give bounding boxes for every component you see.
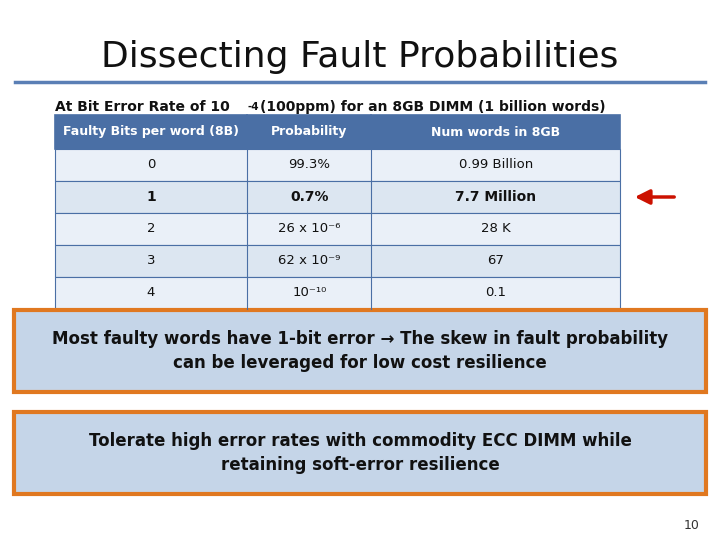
Text: 2: 2 [147, 222, 156, 235]
Text: 0.7%: 0.7% [290, 190, 328, 204]
Text: 67: 67 [487, 254, 504, 267]
Text: Faulty Bits per word (8B): Faulty Bits per word (8B) [63, 125, 239, 138]
Text: 0.99 Billion: 0.99 Billion [459, 159, 533, 172]
Text: 99.3%: 99.3% [288, 159, 330, 172]
Bar [55, 149, 620, 181]
Text: 62 x 10⁻⁹: 62 x 10⁻⁹ [278, 254, 341, 267]
Bar [14, 412, 706, 494]
Bar [55, 115, 620, 149]
Bar [55, 213, 620, 245]
Text: At Bit Error Rate of 10: At Bit Error Rate of 10 [55, 100, 230, 114]
Text: 3: 3 [147, 254, 156, 267]
Text: (100ppm) for an 8GB DIMM (1 billion words): (100ppm) for an 8GB DIMM (1 billion word… [260, 100, 606, 114]
Text: 28 K: 28 K [481, 222, 510, 235]
Text: Tolerate high error rates with commodity ECC DIMM while
retaining soft-error res: Tolerate high error rates with commodity… [89, 431, 631, 475]
Text: 10⁻¹⁰: 10⁻¹⁰ [292, 287, 326, 300]
Text: Most faulty words have 1-bit error → The skew in fault probability
can be levera: Most faulty words have 1-bit error → The… [52, 329, 668, 373]
Text: 26 x 10⁻⁶: 26 x 10⁻⁶ [278, 222, 341, 235]
Bar [55, 245, 620, 277]
Text: 1: 1 [146, 190, 156, 204]
Bar [55, 277, 620, 309]
Text: 4: 4 [147, 287, 156, 300]
Text: Num words in 8GB: Num words in 8GB [431, 125, 560, 138]
Text: Dissecting Fault Probabilities: Dissecting Fault Probabilities [102, 40, 618, 74]
Bar [14, 310, 706, 392]
Text: 0.1: 0.1 [485, 287, 506, 300]
Text: 10: 10 [684, 519, 700, 532]
Text: Probability: Probability [271, 125, 348, 138]
Text: 0: 0 [147, 159, 156, 172]
Text: -4: -4 [248, 102, 260, 112]
Bar [55, 181, 620, 213]
Text: 7.7 Million: 7.7 Million [455, 190, 536, 204]
